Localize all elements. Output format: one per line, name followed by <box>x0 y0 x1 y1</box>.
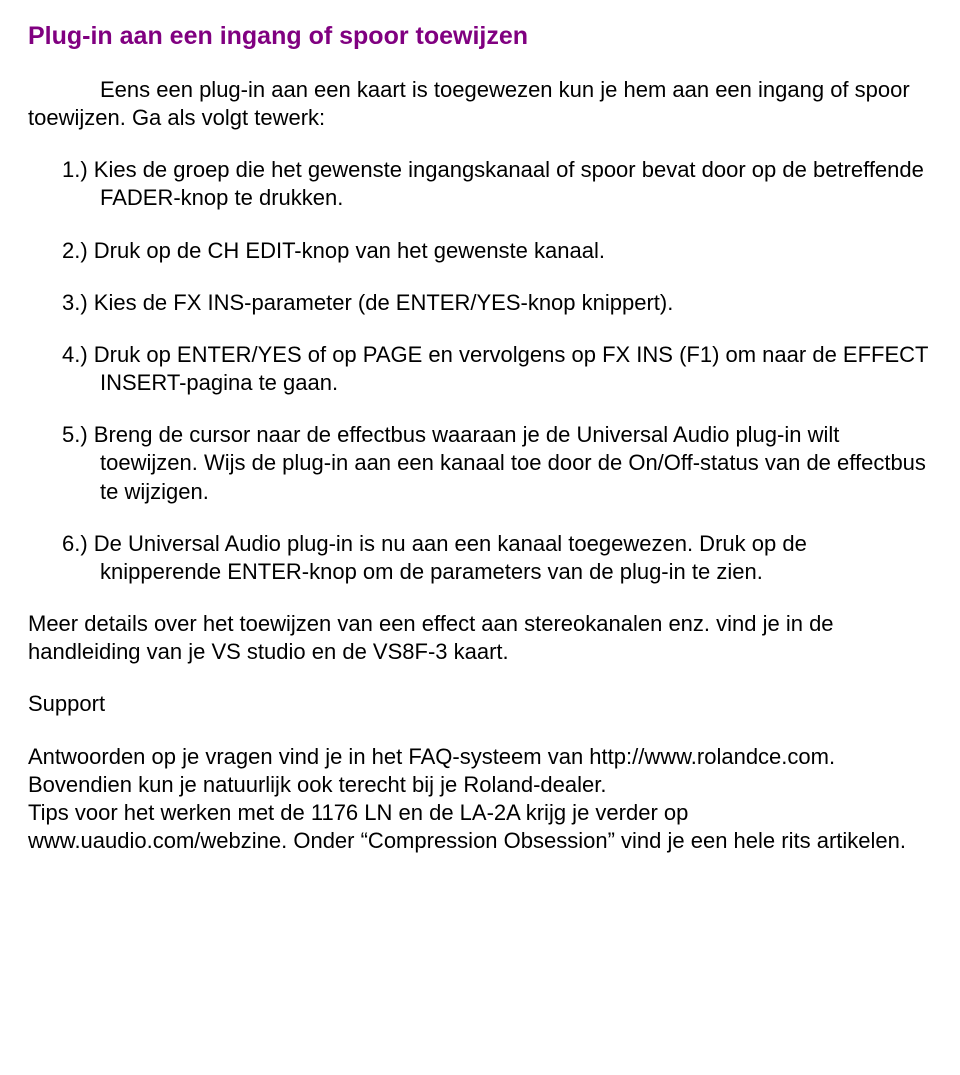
after-steps-paragraph: Meer details over het toewijzen van een … <box>28 610 932 666</box>
step-3: 3.) Kies de FX INS-parameter (de ENTER/Y… <box>62 289 932 317</box>
step-6: 6.) De Universal Audio plug-in is nu aan… <box>62 530 932 586</box>
step-5: 5.) Breng de cursor naar de effectbus wa… <box>62 421 932 505</box>
intro-paragraph: Eens een plug-in aan een kaart is toegew… <box>28 76 932 132</box>
page-title: Plug-in aan een ingang of spoor toewijze… <box>28 20 932 52</box>
step-2: 2.) Druk op de CH EDIT-knop van het gewe… <box>62 237 932 265</box>
document-page: Plug-in aan een ingang of spoor toewijze… <box>0 0 960 895</box>
step-1: 1.) Kies de groep die het gewenste ingan… <box>62 156 932 212</box>
support-heading: Support <box>28 690 932 718</box>
step-4: 4.) Druk op ENTER/YES of op PAGE en verv… <box>62 341 932 397</box>
support-body: Antwoorden op je vragen vind je in het F… <box>28 743 932 856</box>
intro-text: Eens een plug-in aan een kaart is toegew… <box>28 77 910 130</box>
